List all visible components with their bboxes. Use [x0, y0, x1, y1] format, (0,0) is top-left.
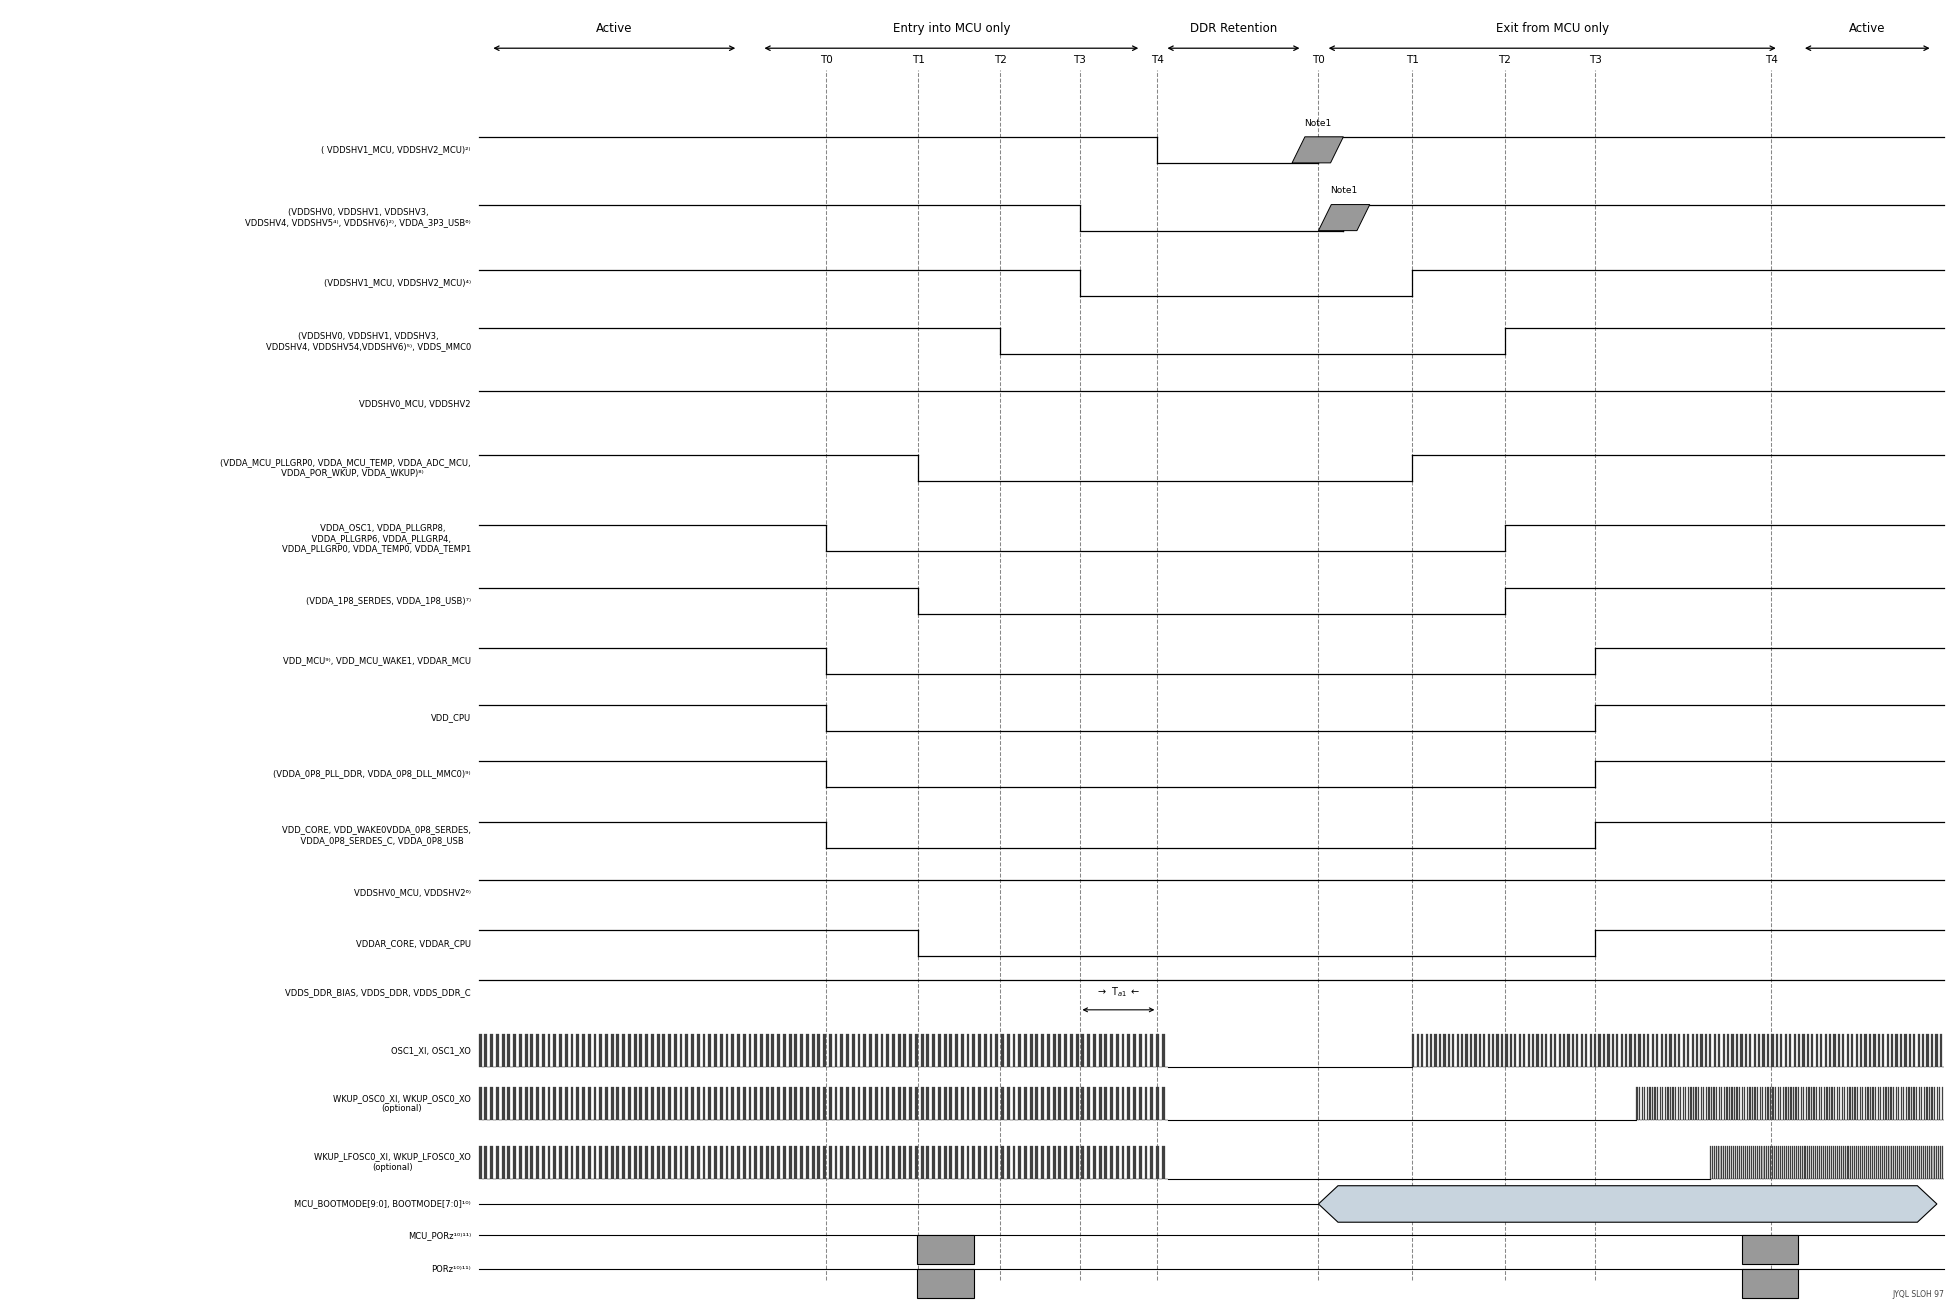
Text: VDDS_DDR_BIAS, VDDS_DDR, VDDS_DDR_C: VDDS_DDR_BIAS, VDDS_DDR, VDDS_DDR_C [285, 989, 471, 997]
Text: WKUP_OSC0_XI, WKUP_OSC0_XO
(optional): WKUP_OSC0_XI, WKUP_OSC0_XO (optional) [332, 1095, 471, 1113]
Text: ( VDDSHV1_MCU, VDDSHV2_MCU)²⁾: ( VDDSHV1_MCU, VDDSHV2_MCU)²⁾ [320, 146, 471, 154]
Text: (VDDSHV1_MCU, VDDSHV2_MCU)⁴⁾: (VDDSHV1_MCU, VDDSHV2_MCU)⁴⁾ [324, 279, 471, 287]
Text: Entry into MCU only: Entry into MCU only [893, 22, 1010, 35]
Text: PORz¹⁰⁾¹¹⁾: PORz¹⁰⁾¹¹⁾ [432, 1265, 471, 1273]
Text: T3: T3 [1589, 55, 1602, 65]
Text: JYQL SLOH 97: JYQL SLOH 97 [1891, 1290, 1944, 1299]
Polygon shape [1319, 1186, 1936, 1222]
Polygon shape [1637, 1087, 1944, 1121]
Polygon shape [1743, 1235, 1798, 1264]
Text: WKUP_LFOSC0_XI, WKUP_LFOSC0_XO
(optional): WKUP_LFOSC0_XI, WKUP_LFOSC0_XO (optional… [315, 1153, 471, 1171]
Text: (VDDSHV0, VDDSHV1, VDDSHV3,
VDDSHV4, VDDSHV5⁴⁾, VDDSHV6)²⁾, VDDA_3P3_USB⁶⁾: (VDDSHV0, VDDSHV1, VDDSHV3, VDDSHV4, VDD… [244, 208, 471, 227]
Polygon shape [1413, 1035, 1944, 1066]
Polygon shape [1743, 1269, 1798, 1298]
Polygon shape [1710, 1147, 1944, 1178]
Text: VDD_MCU⁹⁾, VDD_MCU_WAKE1, VDDAR_MCU: VDD_MCU⁹⁾, VDD_MCU_WAKE1, VDDAR_MCU [283, 657, 471, 665]
Text: VDDSHV0_MCU, VDDSHV2⁶⁾: VDDSHV0_MCU, VDDSHV2⁶⁾ [354, 889, 471, 896]
Text: T4: T4 [1151, 55, 1165, 65]
Text: (VDDA_0P8_PLL_DDR, VDDA_0P8_DLL_MMC0)⁹⁾: (VDDA_0P8_PLL_DDR, VDDA_0P8_DLL_MMC0)⁹⁾ [274, 770, 471, 778]
Text: Note1: Note1 [1331, 186, 1358, 195]
Text: T3: T3 [1073, 55, 1086, 65]
Text: MCU_PORz¹⁰⁾¹¹⁾: MCU_PORz¹⁰⁾¹¹⁾ [408, 1231, 471, 1239]
Text: Exit from MCU only: Exit from MCU only [1495, 22, 1608, 35]
Polygon shape [479, 1147, 1167, 1178]
Text: T2: T2 [1499, 55, 1510, 65]
Text: Note1: Note1 [1303, 119, 1331, 128]
Polygon shape [479, 1035, 1167, 1066]
Text: Active: Active [596, 22, 633, 35]
Text: (VDDA_1P8_SERDES, VDDA_1P8_USB)⁷⁾: (VDDA_1P8_SERDES, VDDA_1P8_USB)⁷⁾ [305, 597, 471, 605]
Text: VDD_CPU: VDD_CPU [430, 714, 471, 722]
Text: T2: T2 [995, 55, 1006, 65]
Text: T1: T1 [913, 55, 924, 65]
Text: T4: T4 [1764, 55, 1778, 65]
Text: MCU_BOOTMODE[9:0], BOOTMODE[7:0]¹⁰⁾: MCU_BOOTMODE[9:0], BOOTMODE[7:0]¹⁰⁾ [295, 1200, 471, 1208]
Text: VDDA_OSC1, VDDA_PLLGRP8,
    VDDA_PLLGRP6, VDDA_PLLGRP4,
VDDA_PLLGRP0, VDDA_TEMP: VDDA_OSC1, VDDA_PLLGRP8, VDDA_PLLGRP6, V… [281, 524, 471, 552]
Text: OSC1_XI, OSC1_XO: OSC1_XI, OSC1_XO [391, 1046, 471, 1054]
Polygon shape [1292, 137, 1344, 163]
Text: VDD_CORE, VDD_WAKE0VDDA_0P8_SERDES,
    VDDA_0P8_SERDES_C, VDDA_0P8_USB: VDD_CORE, VDD_WAKE0VDDA_0P8_SERDES, VDDA… [281, 826, 471, 844]
Text: Active: Active [1848, 22, 1886, 35]
Polygon shape [916, 1269, 973, 1298]
Text: VDDSHV0_MCU, VDDSHV2: VDDSHV0_MCU, VDDSHV2 [360, 400, 471, 408]
Text: Valid Configuration: Valid Configuration [1577, 1199, 1678, 1209]
Text: T1: T1 [1405, 55, 1419, 65]
Text: T0: T0 [1311, 55, 1325, 65]
Polygon shape [1319, 205, 1370, 231]
Text: T0: T0 [819, 55, 832, 65]
Text: $\rightarrow$ T$_{a1}$ $\leftarrow$: $\rightarrow$ T$_{a1}$ $\leftarrow$ [1096, 985, 1141, 999]
Text: VDDAR_CORE, VDDAR_CPU: VDDAR_CORE, VDDAR_CPU [356, 939, 471, 947]
Polygon shape [916, 1235, 973, 1264]
Text: (VDDSHV0, VDDSHV1, VDDSHV3,
VDDSHV4, VDDSHV54,VDDSHV6)⁵⁾, VDDS_MMC0: (VDDSHV0, VDDSHV1, VDDSHV3, VDDSHV4, VDD… [266, 332, 471, 351]
Text: (VDDA_MCU_PLLGRP0, VDDA_MCU_TEMP, VDDA_ADC_MCU,
     VDDA_POR_WKUP, VDDA_WKUP)⁸⁾: (VDDA_MCU_PLLGRP0, VDDA_MCU_TEMP, VDDA_A… [221, 459, 471, 477]
Polygon shape [479, 1087, 1167, 1121]
Text: DDR Retention: DDR Retention [1190, 22, 1278, 35]
